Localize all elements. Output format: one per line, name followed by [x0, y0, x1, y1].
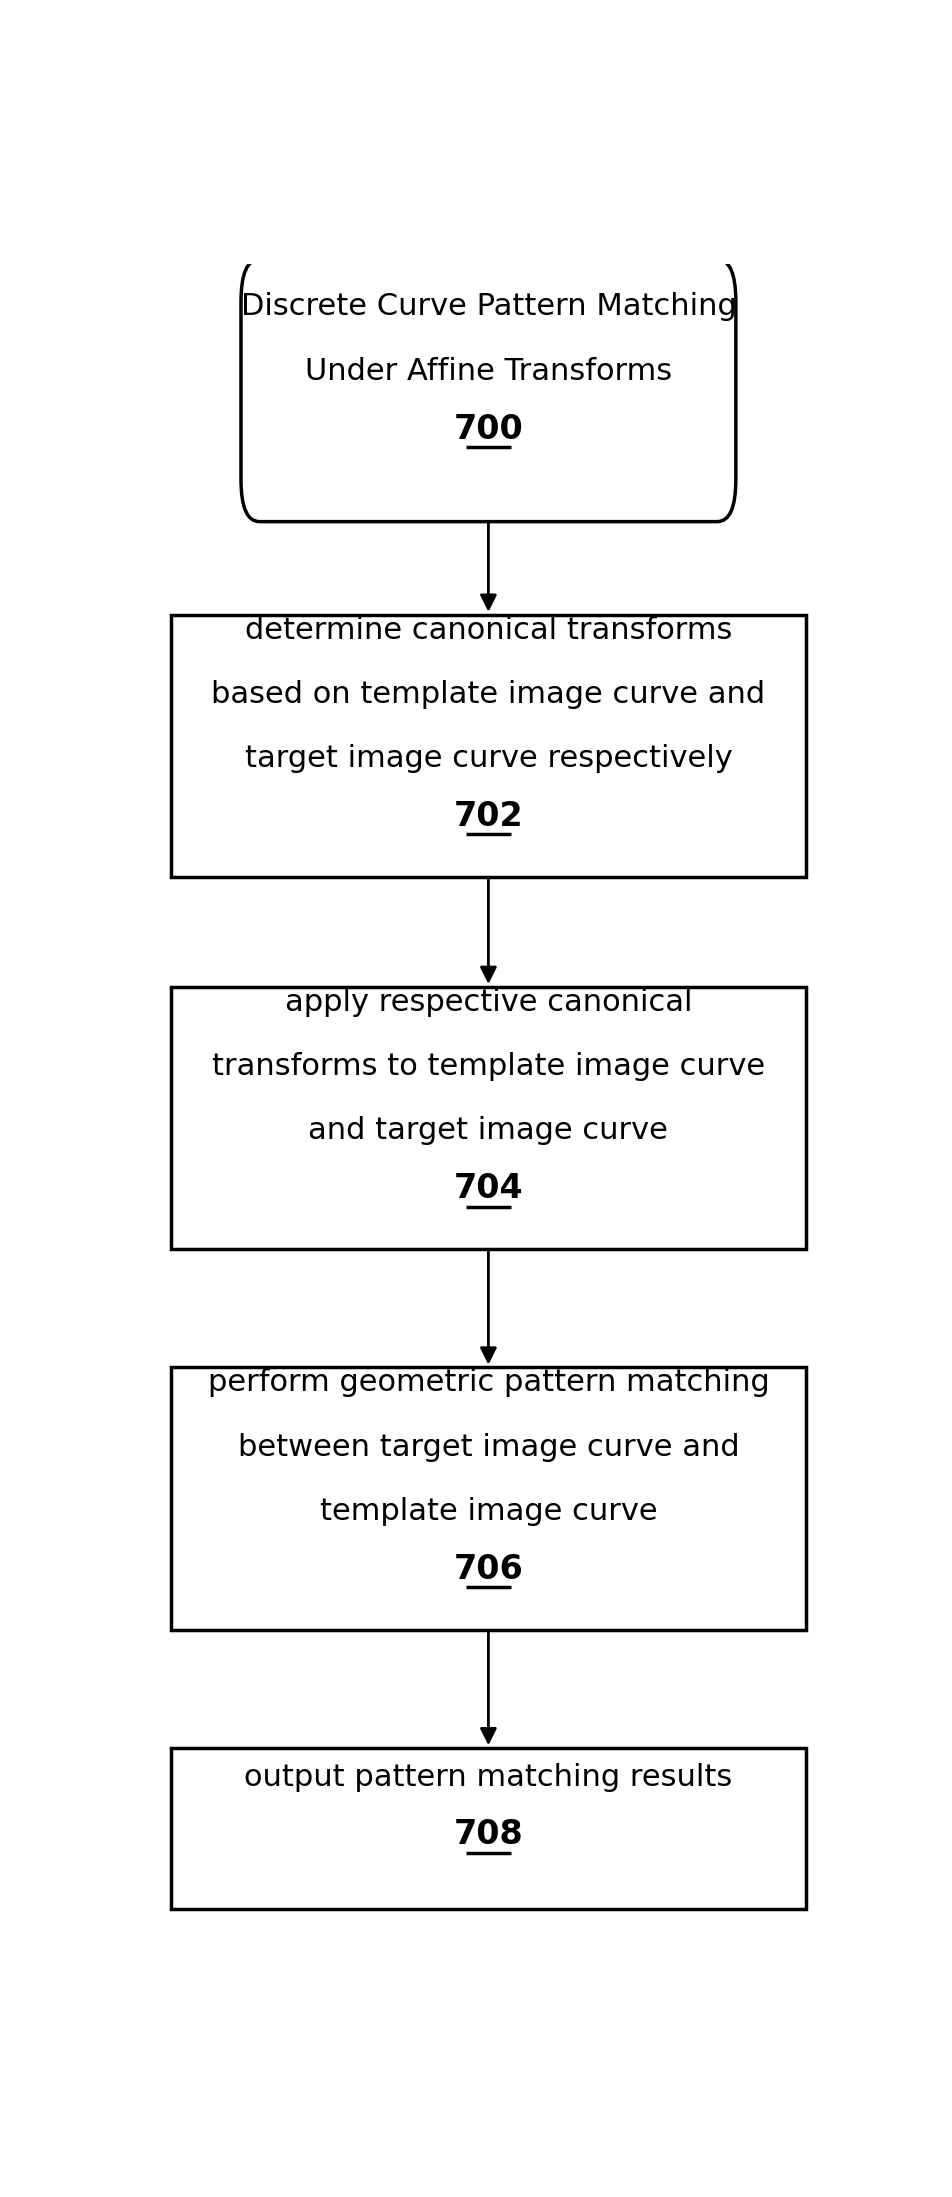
- Text: template image curve: template image curve: [319, 1496, 657, 1527]
- Text: 706: 706: [453, 1553, 523, 1586]
- Text: determine canonical transforms: determine canonical transforms: [245, 615, 731, 644]
- Bar: [170, 986, 805, 1250]
- Text: 708: 708: [453, 1819, 523, 1852]
- Text: Discrete Curve Pattern Matching: Discrete Curve Pattern Matching: [240, 292, 736, 321]
- Text: Under Affine Transforms: Under Affine Transforms: [305, 356, 671, 387]
- Bar: [170, 615, 805, 877]
- Text: output pattern matching results: output pattern matching results: [244, 1762, 732, 1791]
- Text: 704: 704: [453, 1173, 523, 1206]
- Bar: [170, 1749, 805, 1909]
- FancyBboxPatch shape: [241, 259, 735, 521]
- Text: perform geometric pattern matching: perform geometric pattern matching: [208, 1369, 768, 1397]
- Text: and target image curve: and target image curve: [308, 1116, 667, 1145]
- Text: transforms to template image curve: transforms to template image curve: [211, 1052, 764, 1081]
- Text: 700: 700: [453, 413, 523, 446]
- Text: target image curve respectively: target image curve respectively: [245, 745, 731, 773]
- Text: 702: 702: [453, 800, 523, 833]
- Text: based on template image curve and: based on template image curve and: [211, 679, 764, 710]
- Text: apply respective canonical: apply respective canonical: [285, 989, 691, 1017]
- Text: between target image curve and: between target image curve and: [237, 1432, 739, 1461]
- Bar: [170, 1367, 805, 1630]
